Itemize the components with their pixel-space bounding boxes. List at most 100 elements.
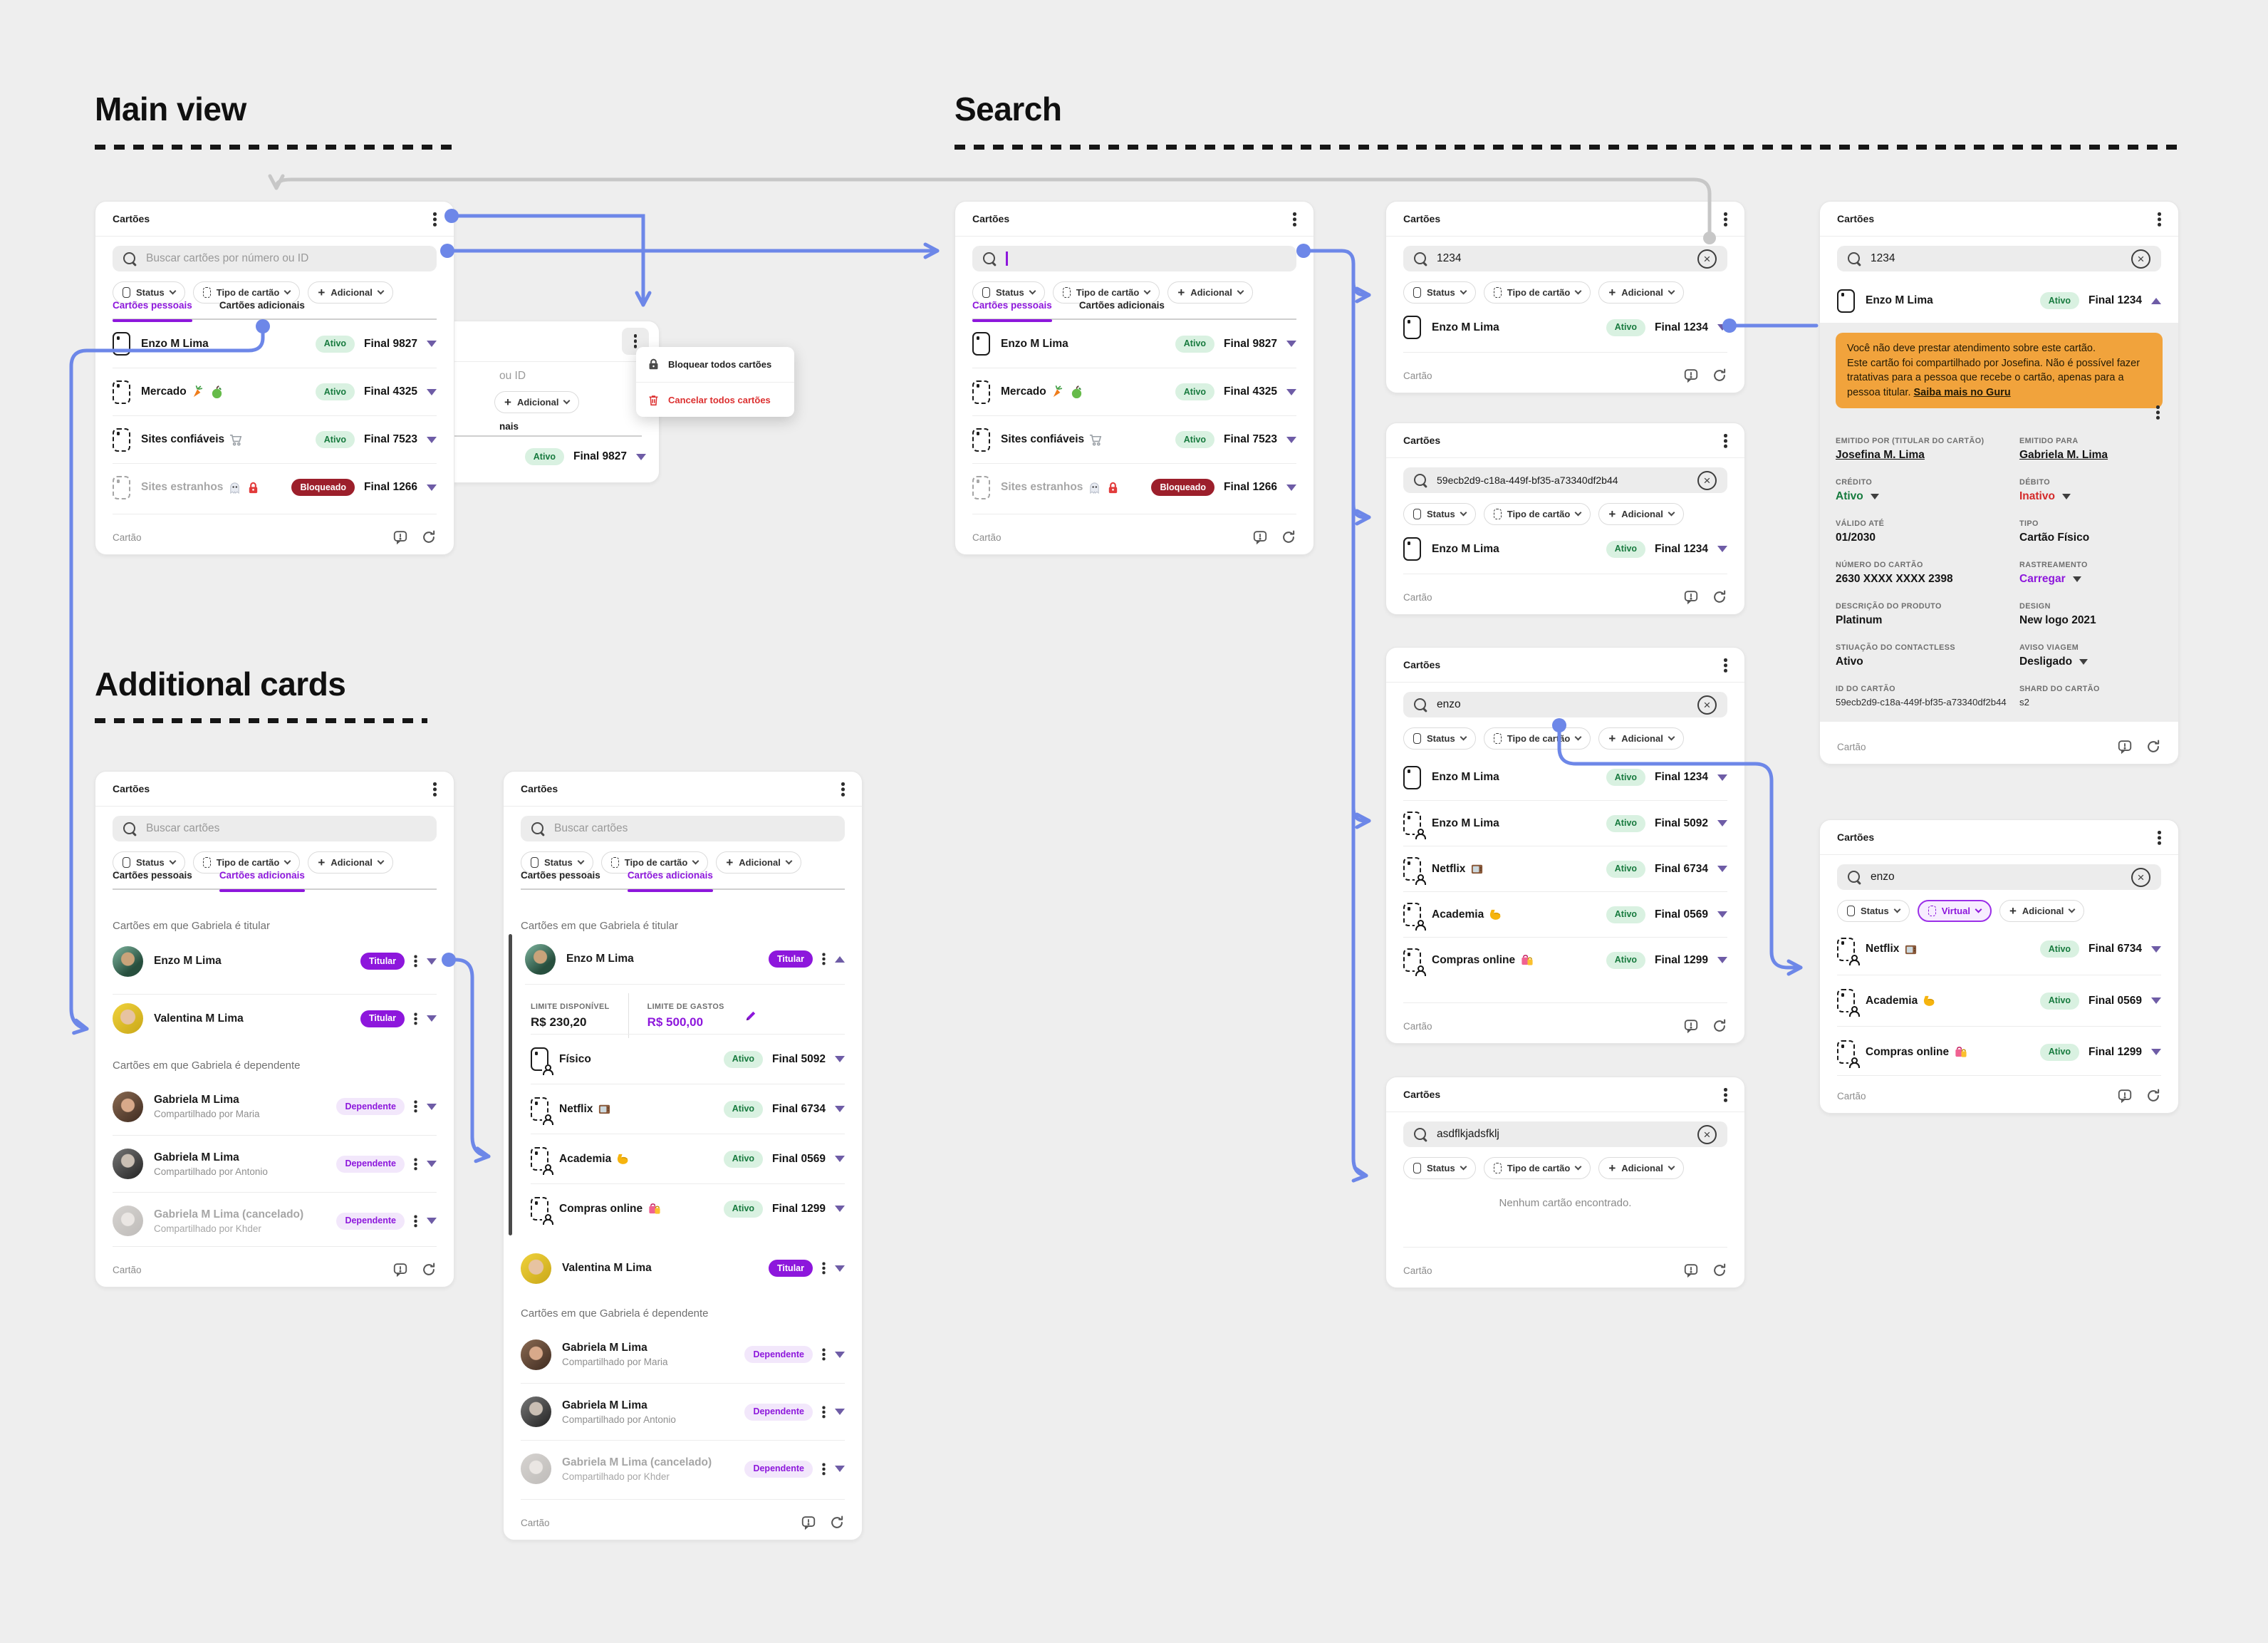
person-row[interactable]: Gabriela M Lima Compartilhado por Maria D… (113, 1078, 437, 1135)
card-row[interactable]: Academia Ativo Final 0569 (1837, 975, 2161, 1026)
refresh-icon[interactable] (1712, 1018, 1727, 1034)
chevron-down-icon[interactable] (427, 1015, 437, 1022)
kebab-icon[interactable] (414, 1100, 417, 1113)
chevron-down-icon[interactable] (835, 1156, 845, 1162)
tab-additional-cards[interactable]: Cartões adicionais (219, 300, 305, 311)
card-row[interactable]: Mercado Ativo Final 4325 (113, 368, 437, 415)
person-row[interactable]: Gabriela M Lima (cancelado) Compartilhado… (521, 1440, 845, 1497)
tab-personal-cards[interactable]: Cartões pessoais (972, 300, 1052, 322)
search-input[interactable] (146, 822, 426, 835)
additional-filter-chip[interactable]: + Adicional (1598, 1157, 1684, 1179)
additional-filter-chip[interactable]: + Adicional (716, 851, 801, 874)
warning-link[interactable]: Saiba mais no Guru (1913, 386, 2011, 398)
card-row[interactable]: Enzo M Lima Ativo Final 1234 (1403, 304, 1727, 351)
clear-search-icon[interactable]: × (1697, 470, 1717, 490)
chevron-down-icon[interactable] (1717, 820, 1727, 826)
type-filter-chip[interactable]: Tipo de cartão (600, 851, 709, 874)
chevron-down-icon[interactable] (835, 1206, 845, 1212)
chevron-down-icon[interactable] (835, 1466, 845, 1472)
status-filter-chip[interactable]: Status (1837, 900, 1910, 922)
chevron-down-icon[interactable] (427, 1103, 437, 1110)
kebab-menu-button[interactable] (841, 782, 845, 797)
status-filter-chip[interactable]: Status (113, 281, 185, 304)
chevron-down-icon[interactable] (1717, 866, 1727, 872)
status-filter-chip[interactable]: Status (521, 851, 593, 874)
status-filter-chip[interactable]: Status (1403, 727, 1476, 750)
additional-filter-chip[interactable]: + Adicional (1999, 900, 2085, 922)
chevron-down-icon[interactable] (2151, 945, 2161, 953)
refresh-icon[interactable] (1712, 368, 1727, 383)
kebab-icon[interactable] (414, 1158, 417, 1170)
person-row[interactable]: Gabriela M Lima Compartilhado por Antonio… (113, 1135, 437, 1192)
card-row[interactable]: Enzo M Lima Ativo Final 9827 (972, 320, 1296, 368)
card-row[interactable]: Sites confiáveis Ativo Final 7523 (972, 415, 1296, 463)
card-row[interactable]: Enzo M Lima Ativo Final 1234 (1403, 755, 1727, 800)
search-input[interactable] (1437, 698, 1687, 711)
card-row[interactable]: Enzo M Lima Ativo Final 9827 (113, 320, 437, 368)
feedback-icon[interactable] (2117, 739, 2133, 755)
kebab-menu-button[interactable] (1293, 212, 1296, 227)
feedback-icon[interactable] (1252, 529, 1268, 545)
search-input[interactable] (1437, 475, 1687, 486)
card-row[interactable]: Sites estranhos Bloqueado Final 1266 (972, 463, 1296, 511)
kebab-menu-button[interactable] (1724, 434, 1727, 448)
chevron-down-icon[interactable] (835, 1056, 845, 1062)
type-filter-chip[interactable]: Tipo de cartão (192, 281, 301, 304)
menu-item-cancel-all[interactable]: Cancelar todos cartões (636, 382, 794, 417)
search-input[interactable] (146, 252, 426, 265)
chevron-down-icon[interactable] (636, 453, 646, 460)
additional-filter-chip[interactable]: + Adicional (1598, 727, 1684, 750)
kebab-menu-button[interactable] (433, 782, 437, 797)
kebab-icon[interactable] (414, 955, 417, 968)
search-input[interactable] (1871, 252, 2121, 265)
refresh-icon[interactable] (1712, 1263, 1727, 1278)
chevron-down-icon[interactable] (427, 388, 437, 395)
chevron-down-icon[interactable] (427, 436, 437, 443)
type-filter-chip[interactable]: Tipo de cartão (1483, 727, 1591, 750)
feedback-icon[interactable] (392, 1262, 408, 1277)
menu-item-block-all[interactable]: Bloquear todos cartões (636, 347, 794, 382)
person-row[interactable]: Gabriela M Lima Compartilhado por Antonio… (521, 1383, 845, 1440)
card-row[interactable]: Compras online Ativo Final 1299 (531, 1183, 845, 1233)
card-row[interactable]: Mercado Ativo Final 4325 (972, 368, 1296, 415)
card-row-expanded[interactable]: Enzo M Lima Ativo Final 1234 (1837, 279, 2161, 323)
tab-personal-cards[interactable]: Cartões pessoais (113, 870, 192, 881)
additional-filter-chip[interactable]: + Adicional (1167, 281, 1253, 304)
chevron-up-icon[interactable] (2151, 297, 2161, 304)
search-input[interactable] (554, 822, 834, 835)
additional-filter-chip[interactable]: + Adicional (494, 391, 580, 413)
type-filter-chip[interactable]: Tipo de cartão (1483, 503, 1591, 525)
search-input[interactable] (1437, 1128, 1687, 1141)
kebab-icon[interactable] (822, 1262, 826, 1275)
refresh-icon[interactable] (1712, 589, 1727, 605)
status-filter-chip[interactable]: Status (1403, 1157, 1476, 1179)
edit-pencil-icon[interactable] (744, 1009, 758, 1022)
chevron-down-icon[interactable] (835, 1265, 845, 1272)
kebab-menu-button[interactable] (1724, 658, 1727, 673)
refresh-icon[interactable] (829, 1515, 845, 1530)
chevron-down-icon[interactable] (2079, 659, 2088, 665)
refresh-icon[interactable] (2145, 739, 2161, 755)
person-row[interactable]: Gabriela M Lima (cancelado) Compartilhado… (113, 1192, 437, 1249)
chevron-down-icon[interactable] (427, 484, 437, 491)
chevron-down-icon[interactable] (427, 1161, 437, 1167)
field-value-link[interactable]: Carregar (2019, 573, 2066, 585)
additional-filter-chip[interactable]: + Adicional (308, 281, 393, 304)
clear-search-icon[interactable]: × (1697, 1124, 1717, 1144)
card-row[interactable]: Netflix Ativo Final 6734 (1837, 923, 2161, 975)
kebab-icon[interactable] (822, 1463, 826, 1475)
search-input[interactable] (1871, 871, 2121, 883)
chevron-down-icon[interactable] (1717, 774, 1727, 781)
chevron-down-icon[interactable] (427, 958, 437, 965)
refresh-icon[interactable] (421, 1262, 437, 1277)
chevron-down-icon[interactable] (1286, 388, 1296, 395)
chevron-down-icon[interactable] (1717, 911, 1727, 918)
card-row[interactable]: Netflix Ativo Final 6734 (1403, 846, 1727, 891)
chevron-down-icon[interactable] (1286, 341, 1296, 347)
additional-filter-chip[interactable]: + Adicional (1598, 281, 1684, 304)
status-filter-chip[interactable]: Status (1403, 281, 1476, 304)
clear-search-icon[interactable]: × (1697, 695, 1717, 715)
additional-filter-chip[interactable]: + Adicional (1598, 503, 1684, 525)
refresh-icon[interactable] (1281, 529, 1296, 545)
person-row[interactable]: Valentina M Lima Titular (521, 1243, 845, 1293)
